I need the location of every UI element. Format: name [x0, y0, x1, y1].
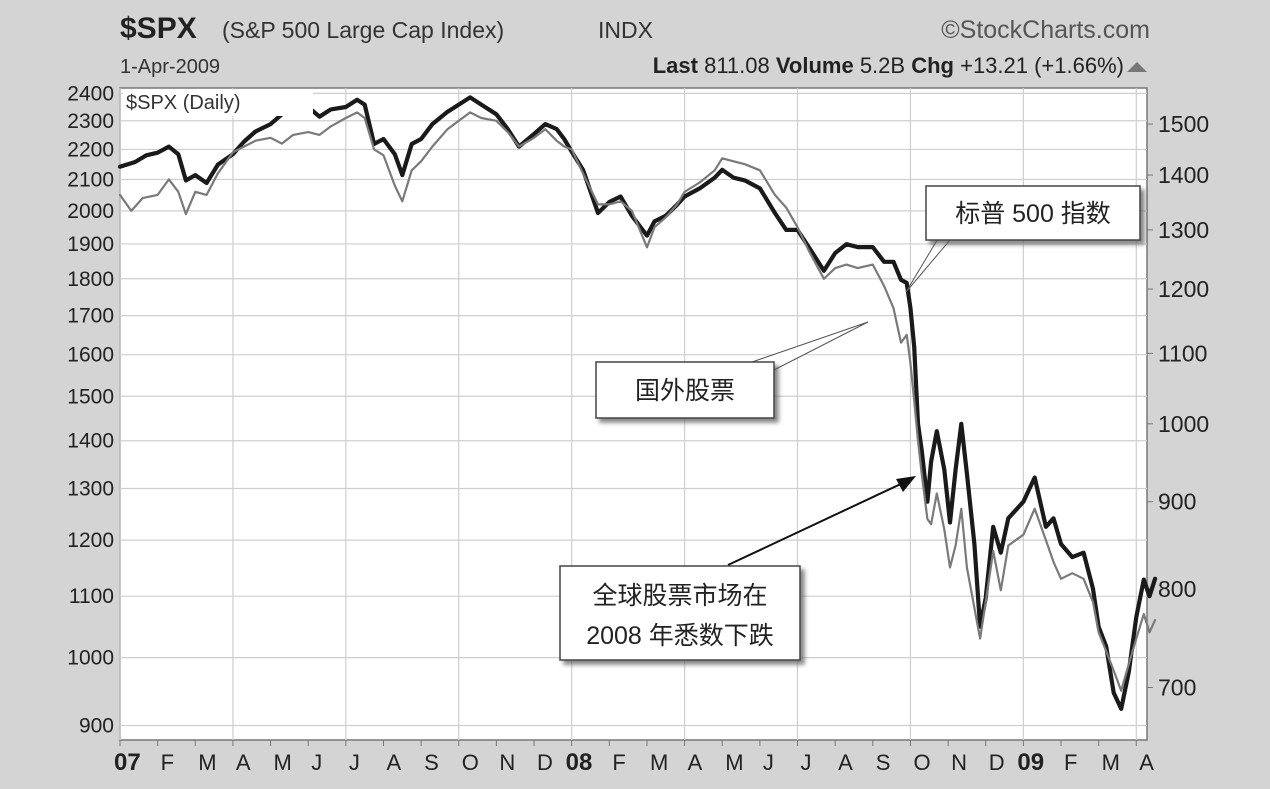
left-tick-label: 2300 [67, 110, 114, 133]
x-tick-month: D [537, 750, 553, 775]
right-tick-label: 1300 [1158, 217, 1209, 243]
callout-foreign-box [595, 361, 775, 419]
right-tick-label: 1200 [1158, 276, 1209, 302]
x-tick-month: J [349, 750, 360, 775]
callout-global: 全球股票市场在 2008 年悉数下跌 [559, 476, 916, 661]
left-tick-label: 900 [79, 715, 114, 738]
symbol: $SPX [120, 12, 197, 45]
right-tick-label: 900 [1158, 489, 1196, 515]
series-layer [117, 95, 1158, 712]
callout-spx-text: 标普 500 指数 [955, 200, 1111, 228]
x-tick-month: A [1139, 750, 1154, 775]
left-tick-label: 1900 [67, 233, 114, 256]
left-tick-label: 1600 [67, 344, 114, 367]
chg-value: +13.21 (+1.66%) [960, 53, 1124, 78]
x-tick-month: M [274, 750, 292, 775]
x-tick-month: F [612, 750, 625, 775]
x-axis: 07 F M A M J J A S O N D 08 F M A M J J A S O N D 09 F M A [114, 740, 1154, 776]
right-tick-label: 1000 [1158, 411, 1209, 437]
right-tick-label: 1100 [1158, 340, 1207, 366]
left-tick-label: 2100 [67, 168, 114, 191]
x-tick-month: S [876, 750, 891, 775]
right-tick-label: 800 [1158, 576, 1196, 602]
x-tick-month: O [913, 750, 930, 775]
chart-label-bg [123, 90, 313, 116]
right-axis: 700 800 900 1000 1100 1200 1300 1400 1500 [1147, 111, 1209, 700]
last-value: 811.08 [704, 53, 770, 78]
callout-global-arrow-line [727, 481, 906, 566]
left-tick-label: 2200 [67, 138, 114, 161]
x-tick-month: J [311, 750, 322, 775]
left-tick-label: 1400 [67, 430, 114, 453]
left-tick-label: 1500 [67, 385, 114, 408]
right-tick-label: 700 [1158, 674, 1196, 700]
left-tick-label: 1200 [67, 529, 114, 552]
x-tick-month: D [989, 750, 1005, 775]
callout-spx: 标普 500 指数 [905, 185, 1141, 293]
left-tick-label: 2000 [67, 200, 114, 223]
x-tick-month: A [386, 750, 401, 775]
right-tick-label: 1400 [1158, 162, 1209, 188]
callout-global-arrowhead-icon [896, 476, 916, 492]
quote-line: Last 811.08 Volume 5.2B Chg +13.21 (+1.6… [653, 53, 1124, 78]
x-tick-month: N [499, 750, 515, 775]
series-line-spx [117, 95, 1158, 712]
left-axis: 900 1000 1100 1200 1300 1400 1500 1600 1700 1800 1… [67, 82, 114, 737]
x-tick-year: 07 [114, 749, 141, 776]
x-tick-year: 09 [1017, 749, 1044, 776]
x-tick-month: A [688, 750, 703, 775]
callout-global-text-line1: 全球股票市场在 [592, 582, 767, 610]
volume-value: 5.2B [860, 53, 905, 78]
left-tick-label: 1300 [67, 478, 114, 501]
last-label: Last [653, 53, 699, 78]
watermark: ©StockCharts.com [941, 16, 1150, 44]
left-tick-label: 1000 [67, 647, 114, 670]
series-line-foreign [118, 111, 1157, 692]
callout-spx-box [925, 185, 1141, 241]
left-tick-label: 2400 [67, 82, 114, 105]
callout-foreign-text: 国外股票 [635, 377, 735, 405]
quote-date: 1-Apr-2009 [120, 56, 220, 78]
right-tick-label: 1500 [1158, 111, 1209, 137]
x-tick-month: F [161, 750, 174, 775]
callout-global-box [559, 565, 801, 661]
index-name: (S&P 500 Large Cap Index) [222, 17, 504, 43]
exchange: INDX [598, 17, 653, 43]
x-tick-month: M [650, 750, 668, 775]
up-arrow-icon [1127, 62, 1147, 72]
x-tick-year: 08 [566, 749, 593, 776]
x-tick-month: M [198, 750, 216, 775]
x-tick-month: S [424, 750, 439, 775]
chart-title: $SPX (Daily) [126, 92, 240, 114]
callout-foreign: 国外股票 [595, 321, 869, 419]
x-tick-month: M [725, 750, 743, 775]
x-tick-month: J [801, 750, 812, 775]
x-tick-month: M [1102, 750, 1120, 775]
left-tick-label: 1100 [69, 585, 114, 608]
x-tick-month: J [763, 750, 774, 775]
x-tick-month: A [236, 750, 251, 775]
callout-global-text-line2: 2008 年悉数下跌 [586, 622, 774, 650]
left-tick-label: 1700 [67, 305, 114, 328]
x-tick-month: F [1064, 750, 1077, 775]
x-tick-month: O [462, 750, 479, 775]
x-tick-month: N [951, 750, 967, 775]
chg-label: Chg [911, 53, 954, 78]
left-tick-label: 1800 [67, 268, 114, 291]
volume-label: Volume [776, 53, 854, 78]
x-tick-month: A [838, 750, 853, 775]
